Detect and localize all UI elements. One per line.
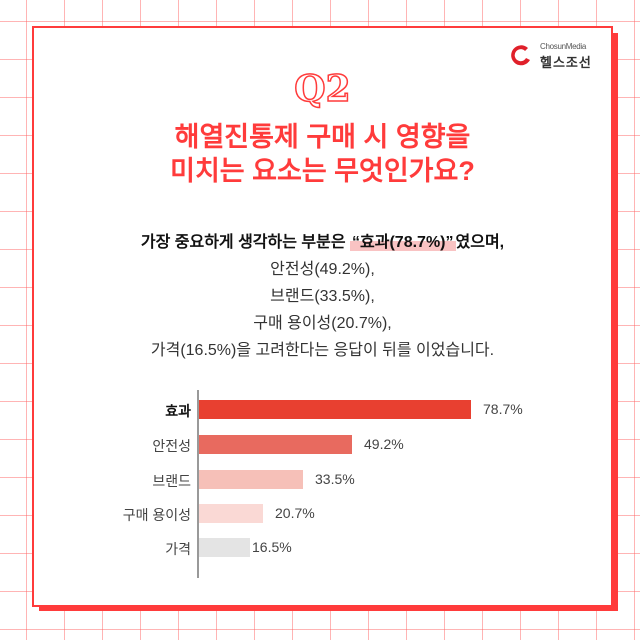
bar-value: 20.7% — [275, 505, 315, 521]
title-line-2: 미치는 요소는 무엇인가요? — [170, 156, 475, 186]
brand-logo-icon — [511, 45, 530, 66]
chart-row: 안전성 49.2% — [34, 435, 611, 457]
bar-value: 49.2% — [364, 436, 404, 452]
card: ChosunMedia 헬스조선 Q2 해열진통제 구매 시 영향을 미치는 요… — [32, 26, 613, 607]
chart-row: 구매 용이성 20.7% — [34, 504, 611, 526]
summary-line-3: 브랜드(33.5%), — [270, 288, 375, 305]
bar — [199, 504, 263, 523]
brand-name: 헬스조선 — [540, 55, 592, 70]
bar — [199, 435, 352, 454]
chart-row: 가격 16.5% — [34, 538, 611, 560]
chart-row: 브랜드 33.5% — [34, 470, 611, 492]
bar — [199, 538, 250, 557]
bar — [199, 400, 471, 419]
brand-logo: ChosunMedia 헬스조선 — [508, 40, 618, 70]
bar-value: 33.5% — [315, 471, 355, 487]
bar-value: 16.5% — [252, 539, 292, 555]
summary-line-4: 구매 용이성(20.7%), — [253, 315, 392, 332]
question-label: Q2 — [294, 67, 352, 111]
chart-axis — [197, 390, 199, 578]
bar — [199, 470, 303, 489]
bar-label: 안전성 — [152, 438, 191, 454]
lead-suffix: 였으며, — [455, 234, 505, 251]
bar-label: 가격 — [165, 541, 191, 557]
chart-row: 효과 78.7% — [34, 400, 611, 422]
bar-chart: 효과 78.7% 안전성 49.2% 브랜드 33.5% 구매 용이성 20.7% 가격 16.5… — [34, 390, 611, 580]
bar-value: 78.7% — [483, 401, 523, 417]
question-title: 해열진통제 구매 시 영향을 미치는 요소는 무엇인가요? — [34, 120, 611, 188]
summary-text: 가장 중요하게 생각하는 부분은 “효과(78.7%)” 였으며, 안전성(49.… — [34, 229, 611, 364]
bar-label: 구매 용이성 — [122, 507, 191, 523]
bar-label: 효과 — [165, 403, 191, 419]
lead-highlight: “효과(78.7%)” — [350, 234, 456, 251]
summary-line-2: 안전성(49.2%), — [270, 261, 375, 278]
summary-lead: 가장 중요하게 생각하는 부분은 “효과(78.7%)” 였으며, — [34, 229, 611, 256]
title-line-1: 해열진통제 구매 시 영향을 — [174, 122, 471, 152]
summary-line-5: 가격(16.5%)을 고려한다는 응답이 뒤를 이었습니다. — [150, 342, 495, 359]
bar-label: 브랜드 — [152, 473, 191, 489]
brand-small-text: ChosunMedia — [540, 42, 587, 51]
lead-prefix: 가장 중요하게 생각하는 부분은 — [140, 234, 351, 251]
